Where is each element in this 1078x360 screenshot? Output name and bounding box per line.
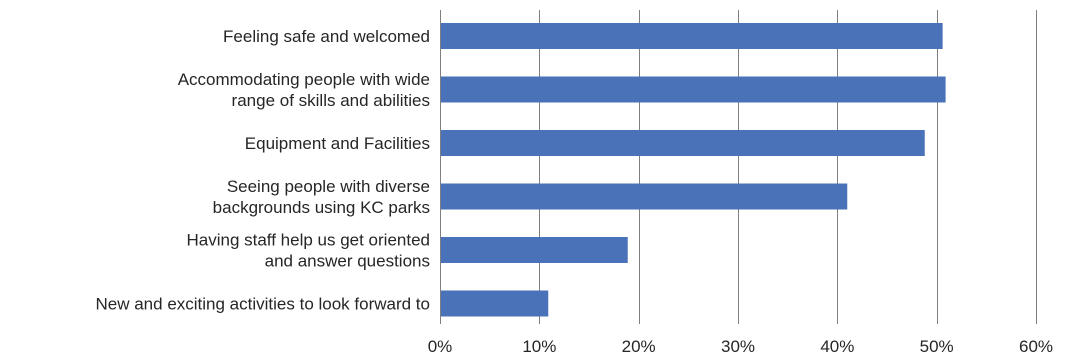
category-label-5: New and exciting activities to look forw… — [96, 295, 431, 314]
category-label-3: Seeing people with diverse backgrounds us… — [213, 177, 430, 217]
bar-1 — [441, 76, 946, 103]
x-tick-label-30: 30% — [721, 337, 755, 356]
x-tick-label-40: 40% — [820, 337, 854, 356]
bar-5 — [441, 290, 549, 317]
x-tick-label-20: 20% — [622, 337, 656, 356]
x-tick-label-0: 0% — [428, 337, 453, 356]
gridlines — [440, 10, 1037, 324]
bar-0 — [441, 23, 943, 49]
bar-2 — [441, 130, 925, 156]
category-labels: Feeling safe and welcomed Accommodating p… — [96, 27, 431, 314]
category-label-0: Feeling safe and welcomed — [223, 27, 430, 46]
category-label-4: Having staff help us get oriented and ans… — [186, 231, 430, 271]
x-tick-label-60: 60% — [1019, 337, 1053, 356]
bars — [441, 23, 946, 317]
category-label-2: Equipment and Facilities — [245, 134, 430, 153]
bar-4 — [441, 237, 628, 263]
bar-3 — [441, 183, 848, 210]
x-tick-label-50: 50% — [920, 337, 954, 356]
x-axis-tick-labels: 0% 10% 20% 30% 40% 50% 60% — [428, 337, 1053, 356]
category-label-1: Accommodating people with wide range of s… — [178, 70, 430, 110]
x-tick-label-10: 10% — [522, 337, 556, 356]
